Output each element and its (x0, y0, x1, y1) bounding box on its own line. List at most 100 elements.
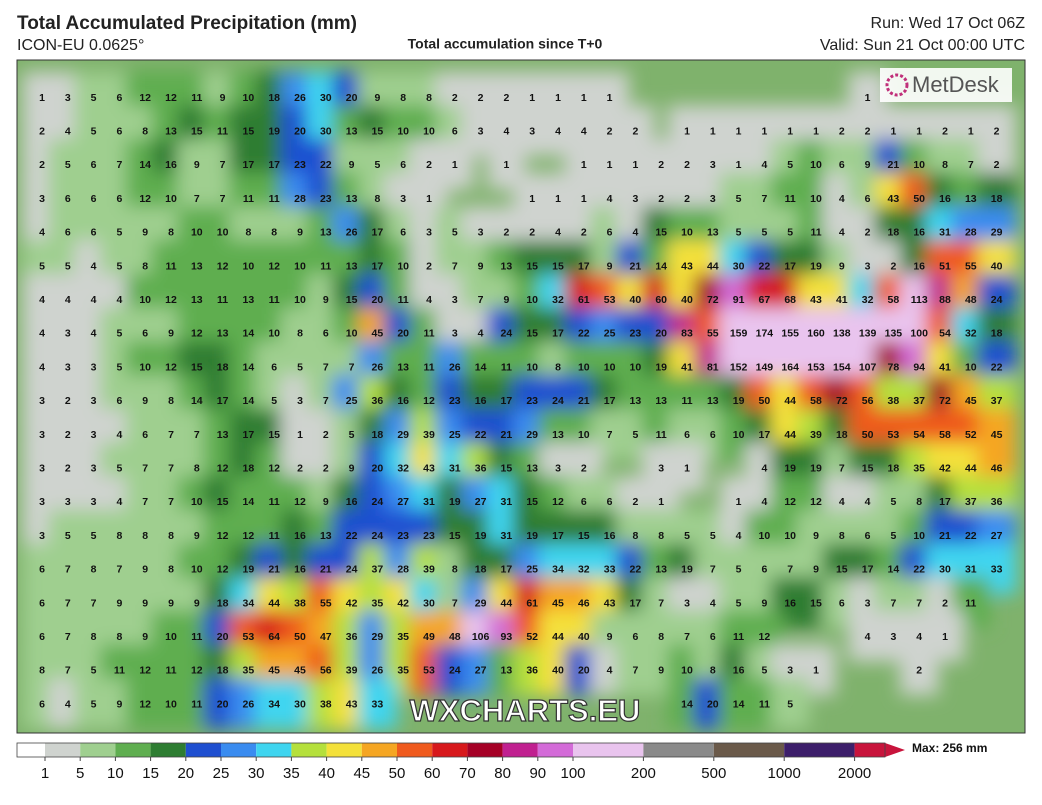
grid-value: 29 (991, 227, 1003, 239)
grid-value: 20 (707, 698, 719, 710)
grid-value: 88 (939, 294, 951, 306)
grid-value: 14 (243, 328, 255, 340)
grid-value: 5 (374, 159, 380, 171)
grid-value: 18 (217, 665, 229, 677)
grid-value: 29 (475, 597, 487, 609)
grid-value: 15 (191, 361, 203, 373)
grid-value: 1 (581, 159, 587, 171)
grid-value: 3 (710, 193, 716, 205)
grid-value: 2 (529, 227, 535, 239)
grid-value: 9 (478, 260, 484, 272)
grid-value: 12 (139, 92, 151, 104)
grid-value: 11 (165, 260, 176, 272)
grid-value: 7 (761, 193, 767, 205)
grid-value: 11 (423, 361, 434, 373)
grid-value: 9 (168, 328, 174, 340)
grid-value: 3 (426, 227, 432, 239)
grid-value: 5 (710, 530, 716, 542)
grid-value: 4 (607, 193, 613, 205)
grid-value: 159 (730, 328, 748, 340)
grid-value: 45 (268, 665, 280, 677)
grid-value: 1 (658, 496, 664, 508)
grid-value: 9 (194, 597, 200, 609)
grid-value: 12 (810, 496, 822, 508)
grid-value: 26 (372, 665, 384, 677)
grid-value: 12 (191, 328, 203, 340)
grid-value: 40 (630, 294, 642, 306)
grid-value: 5 (91, 530, 97, 542)
grid-value: 35 (397, 665, 409, 677)
grid-value: 8 (194, 462, 200, 474)
grid-value: 38 (320, 698, 332, 710)
grid-value: 13 (217, 328, 229, 340)
grid-value: 6 (400, 227, 406, 239)
grid-value: 8 (245, 227, 251, 239)
grid-value: 14 (243, 496, 255, 508)
grid-value: 12 (139, 698, 151, 710)
grid-value: 9 (168, 597, 174, 609)
grid-value: 11 (217, 294, 228, 306)
colorbar-max: Max: 256 mm (912, 741, 987, 755)
grid-value: 174 (756, 328, 774, 340)
grid-value: 10 (397, 125, 409, 137)
grid-value: 1 (865, 92, 871, 104)
grid-value: 6 (865, 193, 871, 205)
grid-value: 8 (555, 361, 561, 373)
grid-value: 28 (397, 564, 409, 576)
grid-value: 9 (865, 159, 871, 171)
grid-value: 48 (965, 294, 977, 306)
grid-value: 8 (658, 530, 664, 542)
grid-value: 2 (942, 597, 948, 609)
grid-value: 16 (294, 530, 306, 542)
grid-value: 48 (449, 631, 461, 643)
grid-value: 2 (323, 462, 329, 474)
grid-value: 14 (681, 698, 693, 710)
grid-value: 6 (39, 564, 45, 576)
grid-value: 4 (65, 698, 71, 710)
colorbar-segment (221, 743, 257, 757)
grid-value: 7 (684, 631, 690, 643)
grid-value: 3 (91, 462, 97, 474)
grid-value: 12 (759, 631, 771, 643)
grid-value: 3 (710, 159, 716, 171)
grid-value: 1 (684, 125, 690, 137)
grid-value: 10 (810, 193, 822, 205)
grid-value: 10 (630, 361, 642, 373)
grid-value: 31 (939, 227, 951, 239)
grid-value: 13 (965, 193, 977, 205)
watermark: WXCHARTS.EU (410, 693, 641, 728)
grid-value: 38 (294, 597, 306, 609)
grid-value: 5 (890, 496, 896, 508)
grid-value: 10 (810, 159, 822, 171)
grid-value: 9 (761, 597, 767, 609)
colorbar-segment (185, 743, 221, 757)
grid-value: 4 (91, 328, 97, 340)
grid-value: 10 (578, 361, 590, 373)
grid-value: 45 (965, 395, 977, 407)
grid-value: 12 (784, 496, 796, 508)
grid-value: 37 (991, 395, 1003, 407)
grid-value: 7 (220, 159, 226, 171)
grid-value: 17 (217, 395, 229, 407)
colorbar-segment (291, 743, 327, 757)
colorbar: 1 5 10 15 20 25 30 35 40 45 50 60 70 80 90 100 200 500 100… (16, 742, 905, 782)
grid-value: 4 (116, 294, 122, 306)
grid-value: 2 (426, 260, 432, 272)
grid-value: 7 (658, 597, 664, 609)
grid-value: 3 (478, 125, 484, 137)
grid-value: 12 (165, 361, 177, 373)
grid-value: 55 (965, 260, 977, 272)
grid-value: 43 (888, 193, 900, 205)
grid-value: 10 (243, 92, 255, 104)
grid-value: 10 (681, 665, 693, 677)
colorbar-segment (784, 743, 855, 757)
grid-value: 26 (372, 361, 384, 373)
grid-value: 9 (374, 92, 380, 104)
map-border (16, 59, 1026, 734)
grid-value: 7 (787, 564, 793, 576)
precip-field (22, 71, 1016, 729)
grid-value: 13 (552, 429, 564, 441)
grid-value: 12 (243, 530, 255, 542)
grid-value: 56 (862, 395, 874, 407)
